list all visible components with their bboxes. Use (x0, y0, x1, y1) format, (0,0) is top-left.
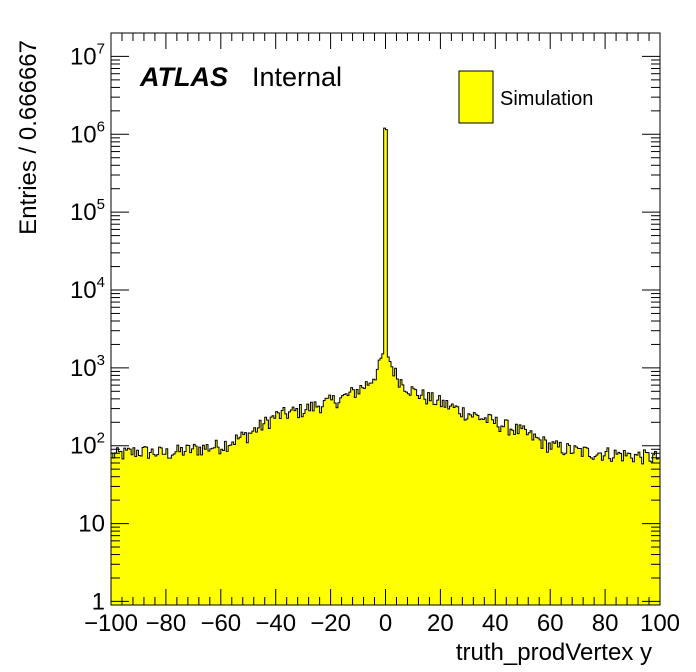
x-tick-label: 100 (640, 610, 680, 637)
y-axis-label: Entries / 0.666667 (15, 40, 42, 235)
legend-swatch (458, 70, 494, 124)
y-tick-label: 104 (70, 274, 105, 304)
x-tick-label: −60 (200, 610, 241, 637)
y-tick-label: 105 (70, 196, 105, 226)
axis-ticks (110, 32, 661, 605)
x-axis-label: truth_prodVertex y (456, 639, 652, 666)
x-tick-label: 80 (592, 610, 619, 637)
x-tick-label: 0 (379, 610, 392, 637)
x-tick-label: 20 (427, 610, 454, 637)
plot-frame (110, 32, 661, 606)
x-tick-label: −100 (84, 610, 138, 637)
x-tick-label: 40 (482, 610, 509, 637)
atlas-label: ATLAS (139, 62, 228, 92)
y-tick-label: 106 (70, 118, 105, 148)
y-tick-label: 107 (70, 40, 105, 70)
x-tick-label: 60 (537, 610, 564, 637)
x-tick-label: −80 (146, 610, 187, 637)
y-tick-label: 1 (92, 588, 105, 615)
x-tick-label: −20 (310, 610, 351, 637)
y-tick-label: 103 (70, 352, 105, 382)
internal-label: Internal (252, 62, 342, 92)
y-tick-label: 10 (78, 511, 105, 538)
legend-label-simulation: Simulation (500, 88, 593, 110)
histogram-bars (110, 127, 661, 606)
x-tick-label: −40 (255, 610, 296, 637)
y-tick-label: 102 (70, 430, 105, 460)
tick-labels: −100 −80 −60 −40 −20 0 20 40 60 80 100 1 10 102 103 104… (70, 40, 680, 637)
histogram-series (110, 127, 661, 606)
